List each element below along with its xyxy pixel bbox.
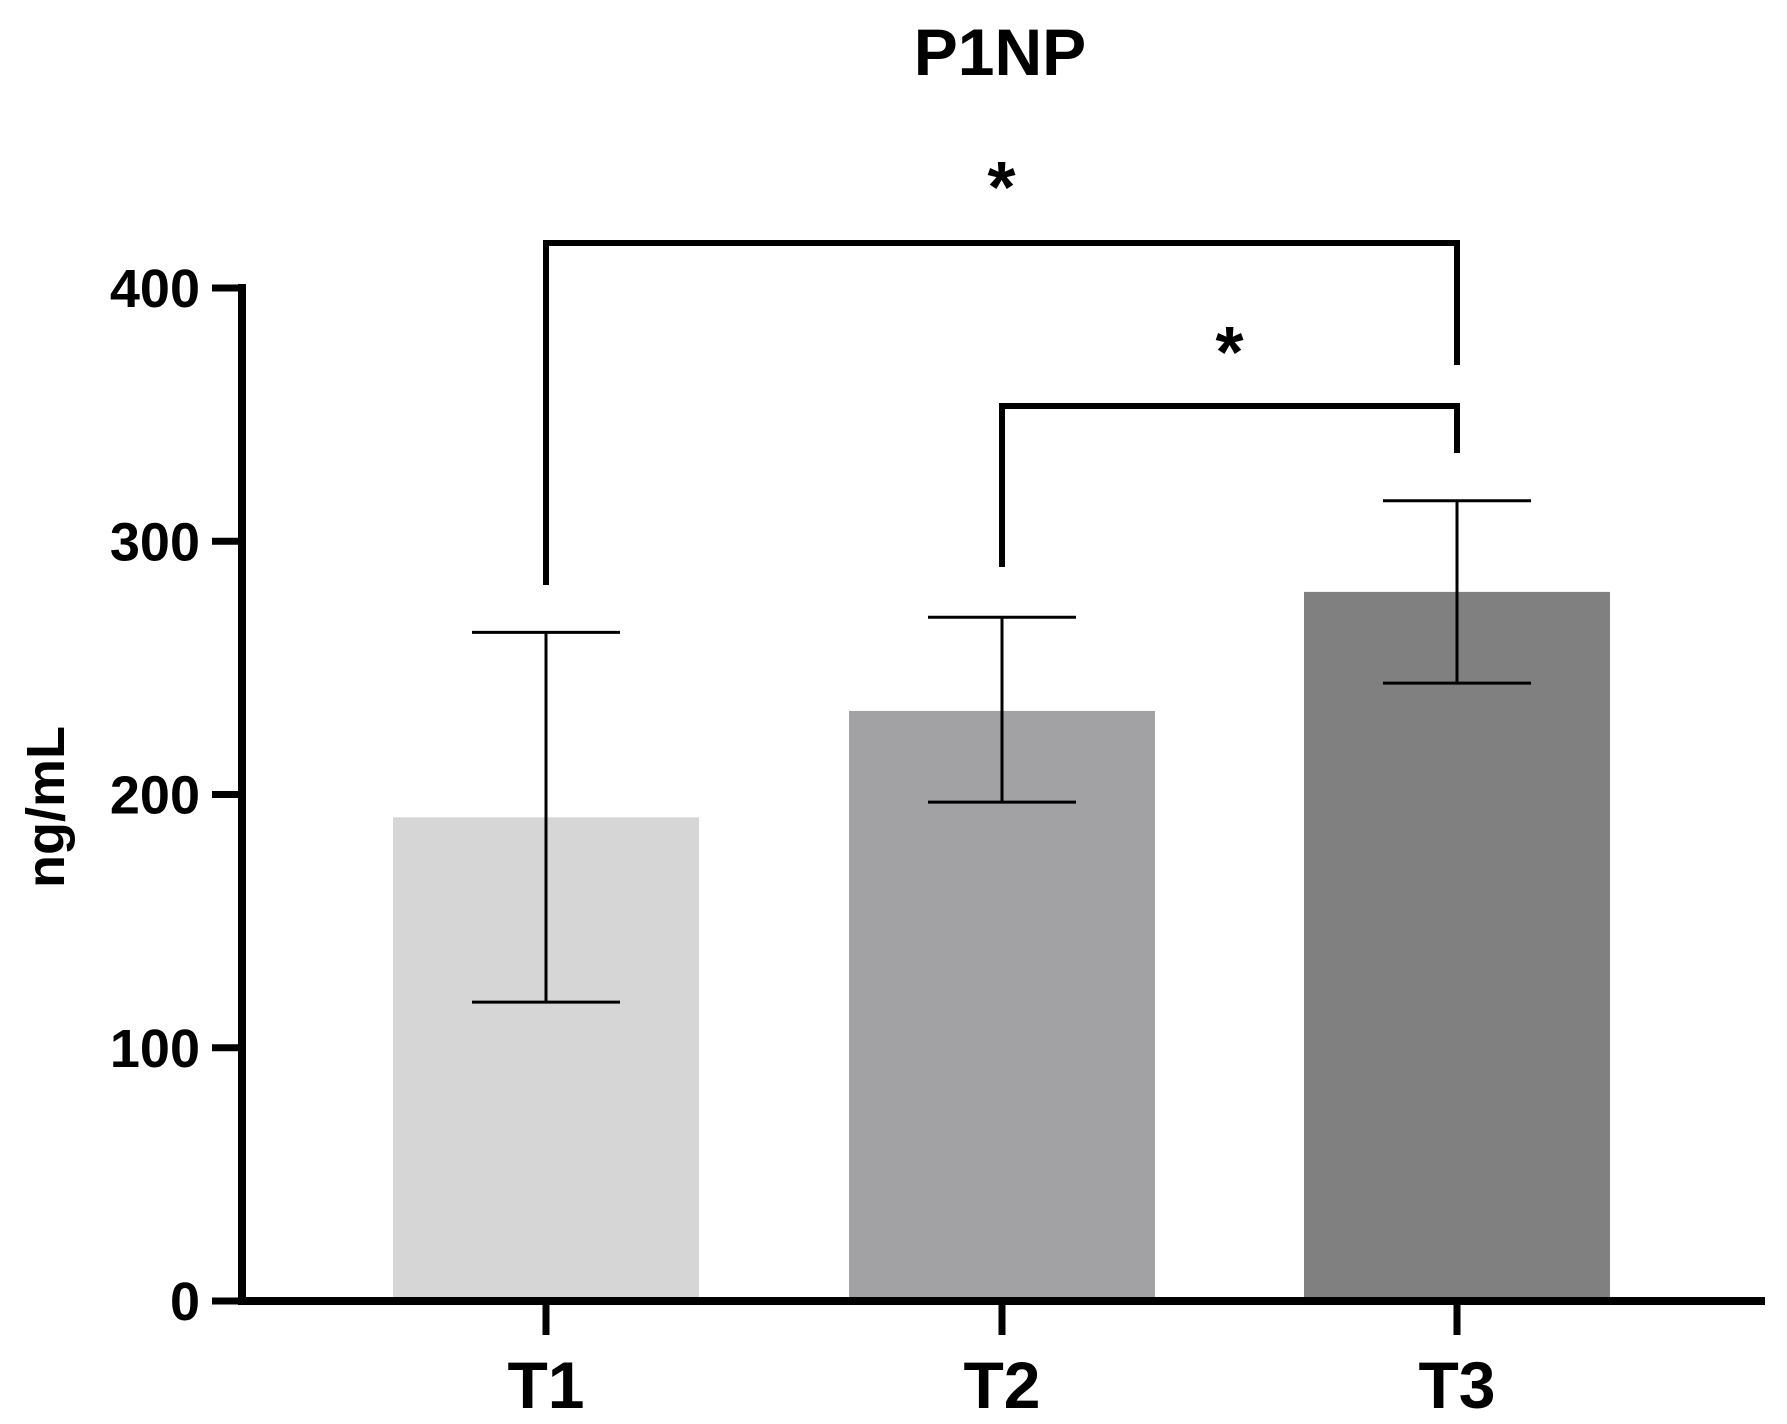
x-tick-label: T3 [1418,1348,1495,1422]
significance-bracket [999,403,1460,567]
y-tick-label: 300 [110,512,200,572]
y-tick-label: 200 [110,766,200,826]
x-tick-label: T1 [507,1348,584,1422]
significance-label: * [1215,313,1243,393]
bar-t3 [1304,591,1610,1301]
significance-bracket [543,240,1460,585]
y-tick-label: 400 [110,259,200,319]
chart-title: P1NP [914,15,1086,89]
y-axis-label: ng/mL [16,726,76,888]
plot-area: 0 100 200 300 400 T1 T2 T3 * * [110,148,1765,1422]
y-tick-label: 0 [170,1272,200,1332]
x-tick-label: T2 [963,1348,1040,1422]
significance-label: * [987,148,1015,228]
y-tick-label: 100 [110,1019,200,1079]
bar-t2 [849,710,1155,1301]
